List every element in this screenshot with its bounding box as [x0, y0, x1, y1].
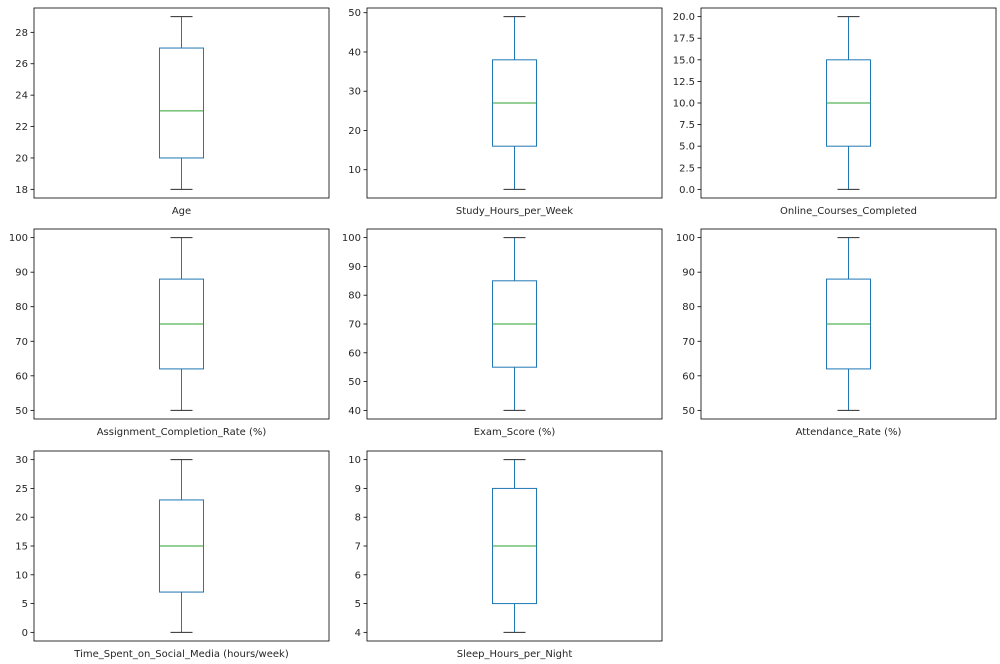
y-tick-label: 80	[349, 291, 362, 302]
y-tick-label: 15	[15, 541, 28, 552]
boxplot-svg: 0 5 10 15 20 25 30 Time_Spent_on_Social_Media (…	[15, 450, 330, 660]
y-tick-label: 70	[349, 320, 362, 331]
y-tick-label: 40	[349, 47, 362, 58]
y-tick-label: 30	[349, 87, 362, 98]
axes-frame	[33, 228, 330, 420]
y-tick-label: 8	[355, 512, 361, 523]
y-tick-label: 70	[15, 337, 28, 348]
y-tick-label: 17.5	[672, 34, 694, 45]
y-tick-label: 25	[15, 484, 28, 495]
y-tick-label: 100	[676, 233, 695, 244]
y-tick-label: 50	[349, 377, 362, 388]
boxplot-online-courses-completed: 0.0 2.5 5.0 7.5 10.0 12.5 15.0 17.5 20.0 Online_C…	[667, 0, 1000, 221]
empty-cell	[667, 443, 1000, 664]
y-tick-label: 7	[355, 541, 361, 552]
boxplot-assignment-completion-rate: 50 60 70 80 90 100 Assignment_Completion_Rate …	[0, 221, 333, 442]
y-tick-label: 20	[349, 126, 362, 137]
y-tick-label: 50	[682, 406, 695, 417]
y-tick-label: 15.0	[672, 55, 694, 66]
y-tick-label: 60	[682, 372, 695, 383]
y-tick-label: 5	[355, 599, 361, 610]
iqr-box	[159, 47, 204, 159]
x-axis-label: Attendance_Rate (%)	[795, 427, 901, 438]
y-tick-label: 30	[15, 455, 28, 466]
boxplot-attendance-rate: 50 60 70 80 90 100 Attendance_Rate (%)	[667, 221, 1000, 442]
axes-frame	[700, 228, 997, 420]
x-axis-label: Assignment_Completion_Rate (%)	[97, 427, 267, 438]
axes-frame	[33, 7, 330, 199]
y-tick-label: 70	[682, 337, 695, 348]
y-tick-label: 20	[15, 153, 28, 164]
y-tick-label: 7.5	[679, 120, 695, 131]
boxplot-svg: 50 60 70 80 90 100 Assignment_Completion_Rate …	[9, 228, 330, 438]
y-tick-label: 90	[349, 262, 362, 273]
boxplot-svg: 4 5 6 7 8 9 10 Sleep_Hours_per_Night	[349, 450, 663, 660]
y-tick-label: 5	[22, 599, 28, 610]
boxplot-age: 18 20 22 24 26 28 Age	[0, 0, 333, 221]
y-tick-label: 5.0	[679, 142, 695, 153]
y-tick-label: 2.5	[679, 163, 695, 174]
y-tick-label: 60	[15, 372, 28, 383]
y-tick-label: 90	[682, 268, 695, 279]
boxplot-exam-score: 40 50 60 70 80 90 100 Exam_Score (%)	[333, 221, 666, 442]
boxplot-svg: 18 20 22 24 26 28 Age	[15, 7, 330, 217]
y-tick-label: 90	[15, 268, 28, 279]
y-tick-label: 6	[355, 570, 361, 581]
y-tick-label: 18	[15, 185, 28, 196]
y-tick-label: 10	[349, 455, 362, 466]
boxplot-study-hours-per-week: 10 20 30 40 50 Study_Hours_per_Week	[333, 0, 666, 221]
boxplot-svg: 40 50 60 70 80 90 100 Exam_Score (%)	[342, 228, 663, 438]
y-tick-label: 20.0	[672, 12, 694, 23]
x-axis-label: Exam_Score (%)	[474, 427, 556, 438]
boxplot-svg: 0.0 2.5 5.0 7.5 10.0 12.5 15.0 17.5 20.0 Online_C…	[672, 7, 997, 217]
x-axis-label: Sleep_Hours_per_Night	[457, 649, 573, 660]
y-tick-label: 50	[349, 8, 362, 19]
y-tick-label: 10	[349, 165, 362, 176]
y-tick-label: 24	[15, 91, 28, 102]
y-tick-label: 20	[15, 512, 28, 523]
y-tick-label: 9	[355, 484, 361, 495]
y-tick-label: 10	[15, 570, 28, 581]
y-tick-label: 0.0	[679, 185, 695, 196]
y-tick-label: 4	[355, 628, 361, 639]
y-tick-label: 100	[9, 233, 28, 244]
y-tick-label: 12.5	[672, 77, 694, 88]
y-tick-label: 26	[15, 59, 28, 70]
x-axis-label: Age	[172, 206, 191, 217]
y-tick-label: 22	[15, 122, 28, 133]
y-tick-label: 28	[15, 28, 28, 39]
y-tick-label: 50	[15, 406, 28, 417]
axes-frame	[366, 7, 663, 199]
y-tick-label: 60	[349, 349, 362, 360]
y-tick-label: 40	[349, 406, 362, 417]
y-tick-label: 10.0	[672, 99, 694, 110]
boxplot-svg: 10 20 30 40 50 Study_Hours_per_Week	[349, 7, 663, 217]
x-axis-label: Time_Spent_on_Social_Media (hours/week)	[73, 649, 289, 660]
y-tick-label: 0	[22, 628, 28, 639]
boxplot-sleep-hours-per-night: 4 5 6 7 8 9 10 Sleep_Hours_per_Night	[333, 443, 666, 664]
boxplot-svg: 50 60 70 80 90 100 Attendance_Rate (%)	[676, 228, 997, 438]
y-tick-label: 100	[342, 233, 361, 244]
x-axis-label: Online_Courses_Completed	[780, 206, 917, 217]
x-axis-label: Study_Hours_per_Week	[456, 206, 573, 217]
y-tick-label: 80	[15, 303, 28, 314]
y-tick-label: 80	[682, 303, 695, 314]
boxplot-time-spent-on-social-media: 0 5 10 15 20 25 30 Time_Spent_on_Social_Media (…	[0, 443, 333, 664]
